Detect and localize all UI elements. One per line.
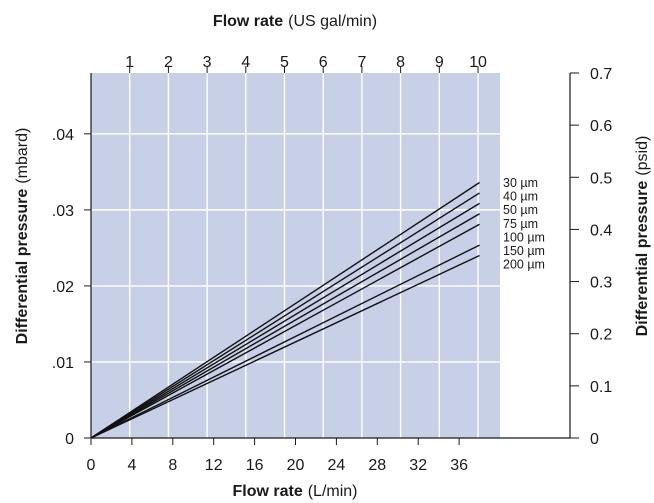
x-top-tick-label: 9 [435, 54, 444, 71]
top-axis-title: Flow rate (US gal/min) [213, 13, 377, 30]
bottom-axis-title-unit: (L/min) [308, 483, 358, 500]
y-right-tick-label: 0.2 [590, 327, 612, 344]
series-label: 200 µm [503, 258, 545, 272]
x-bottom-tick-label: 28 [368, 457, 386, 474]
y-left-tick-label: 0 [65, 431, 74, 448]
y-left-tick-label: .02 [52, 279, 74, 296]
series-line [90, 181, 480, 439]
series-label: 40 µm [503, 190, 538, 204]
y-right-tick-label: 0.7 [590, 66, 612, 83]
top-axis-title-unit: (US gal/min) [288, 13, 377, 30]
series-lines [90, 181, 480, 439]
series-label: 100 µm [503, 230, 545, 244]
bottom-axis-title: Flow rate (L/min) [232, 483, 357, 500]
x-top-tick-label: 3 [203, 54, 212, 71]
y-right-tick-label: 0 [590, 431, 599, 448]
right-axis-title-unit: (psid) [634, 136, 651, 176]
right-axis-title-main: Differential pressure [634, 181, 651, 337]
series-line [90, 202, 480, 439]
x-top-tick-label: 8 [396, 54, 405, 71]
x-top-tick-label: 2 [164, 54, 173, 71]
series-label: 75 µm [503, 217, 538, 231]
x-bottom-tick-label: 24 [328, 457, 346, 474]
series-line [90, 244, 480, 439]
x-top-tick-label: 4 [241, 54, 250, 71]
x-bottom-tick-label: 32 [409, 457, 427, 474]
x-top-tick-label: 10 [469, 54, 487, 71]
series-label: 30 µm [503, 176, 538, 190]
y-left-tick-label: .04 [52, 127, 74, 144]
y-right-tick-label: 0.5 [590, 170, 612, 187]
y-right-tick-label: 0.1 [590, 379, 612, 396]
top-axis-title-main: Flow rate [213, 13, 283, 30]
tick-labels: 0 4 8 12 16 20 24 28 32 361 2 3 4 5 6 7 8 9 100.01.02.03.0… [52, 54, 613, 474]
x-bottom-tick-label: 16 [246, 457, 264, 474]
series-label: 150 µm [503, 244, 545, 258]
x-top-tick-label: 6 [319, 54, 328, 71]
x-bottom-tick-label: 8 [168, 457, 177, 474]
x-bottom-tick-label: 0 [87, 457, 96, 474]
x-bottom-tick-label: 4 [127, 457, 136, 474]
y-right-tick-label: 0.6 [590, 118, 612, 135]
y-right-tick-label: 0.3 [590, 275, 612, 292]
left-axis-title-unit: (mbard) [14, 128, 31, 184]
x-bottom-tick-label: 12 [205, 457, 223, 474]
x-top-tick-label: 1 [125, 54, 134, 71]
right-axis-title: Differential pressure (psid) [634, 136, 651, 337]
x-top-tick-label: 7 [357, 54, 366, 71]
series-line [90, 192, 480, 439]
series-line [90, 254, 480, 439]
series-line [90, 213, 480, 439]
left-axis-title-main: Differential pressure [14, 189, 31, 345]
x-bottom-tick-label: 36 [450, 457, 468, 474]
y-right-tick-label: 0.4 [590, 222, 612, 239]
y-left-tick-label: .03 [52, 203, 74, 220]
left-axis-title: Differential pressure (mbard) [14, 128, 31, 345]
x-top-tick-label: 5 [280, 54, 289, 71]
series-label: 50 µm [503, 203, 538, 217]
y-left-tick-label: .01 [52, 355, 74, 372]
axes [84, 66, 579, 445]
bottom-axis-title-main: Flow rate [232, 483, 302, 500]
series-line [90, 223, 480, 439]
x-bottom-tick-label: 20 [287, 457, 305, 474]
